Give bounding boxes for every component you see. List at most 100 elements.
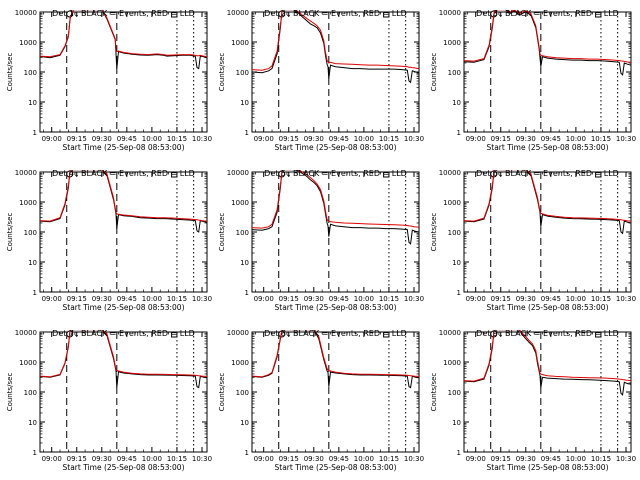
y-axis-title: Counts/sec — [430, 373, 438, 412]
y-tick-label: 1000 — [231, 359, 249, 367]
x-tick-label: 10:30 — [192, 455, 212, 463]
y-tick-label: 100 — [24, 229, 37, 237]
series-events-line — [40, 10, 207, 70]
y-tick-label: 1 — [33, 129, 37, 137]
y-tick-label: 100 — [24, 69, 37, 77]
x-tick-label: 09:15 — [491, 455, 511, 463]
y-axis-title: Counts/sec — [6, 53, 14, 92]
x-tick-label: 09:45 — [541, 135, 561, 143]
x-tick-label: 10:30 — [404, 295, 424, 303]
x-tick-label: 09:00 — [466, 135, 486, 143]
x-tick-label: 09:30 — [304, 295, 324, 303]
panel-det-7c: 1 10 100 1000 10000 09:00 09:15 09:30 09:45 10:00… — [6, 329, 212, 472]
series-events-line — [464, 170, 631, 235]
y-tick-label: 100 — [24, 389, 37, 397]
y-tick-label: 1 — [245, 449, 249, 457]
x-tick-label: 10:15 — [591, 135, 611, 143]
series-lld-line — [252, 10, 419, 71]
x-tick-label: 10:00 — [354, 135, 374, 143]
y-tick-label: 1000 — [19, 39, 37, 47]
x-tick-label: 10:00 — [566, 295, 586, 303]
y-tick-label: 10000 — [439, 9, 461, 17]
y-tick-label: 1000 — [231, 199, 249, 207]
x-tick-label: 09:45 — [117, 135, 137, 143]
x-tick-label: 10:15 — [591, 455, 611, 463]
series-lld-line — [464, 330, 631, 382]
y-tick-label: 1 — [457, 449, 461, 457]
series-lld-line — [252, 170, 419, 229]
panel-title: Det 4c BLACK = Events, RED = LLD — [52, 169, 195, 178]
y-axis-title: Counts/sec — [218, 373, 226, 412]
y-tick-label: 1000 — [231, 39, 249, 47]
y-tick-label: 10000 — [15, 169, 37, 177]
series-lld-line — [40, 170, 207, 222]
panel-title: Det 3c BLACK = Events, RED = LLD — [476, 9, 619, 18]
y-axis-title: Counts/sec — [430, 53, 438, 92]
x-tick-label: 09:00 — [42, 135, 62, 143]
y-tick-label: 10 — [452, 99, 461, 107]
panel-det-8c: 1 10 100 1000 10000 09:00 09:15 09:30 09:45 10:00… — [218, 329, 424, 472]
top-bracket-marker — [383, 332, 389, 338]
y-tick-label: 1 — [33, 289, 37, 297]
x-tick-label: 09:15 — [279, 135, 299, 143]
x-tick-label: 09:15 — [279, 455, 299, 463]
x-tick-label: 10:30 — [616, 295, 636, 303]
y-tick-label: 100 — [448, 389, 461, 397]
y-tick-label: 1000 — [443, 39, 461, 47]
x-tick-label: 10:15 — [379, 455, 399, 463]
panel-det-3c: 1 10 100 1000 10000 09:00 09:15 09:30 09:45 10:00… — [430, 9, 636, 152]
panel-det-6c: 1 10 100 1000 10000 09:00 09:15 09:30 09:45 10:00… — [430, 169, 636, 312]
y-tick-label: 10000 — [227, 9, 249, 17]
x-tick-label: 10:15 — [379, 135, 399, 143]
panel-title: Det 6c BLACK = Events, RED = LLD — [476, 169, 619, 178]
y-tick-label: 10000 — [15, 329, 37, 337]
x-tick-label: 10:15 — [167, 135, 187, 143]
y-tick-label: 100 — [236, 69, 249, 77]
x-tick-label: 09:00 — [42, 295, 62, 303]
x-tick-label: 09:30 — [304, 135, 324, 143]
y-tick-label: 1 — [33, 449, 37, 457]
x-tick-label: 10:00 — [142, 135, 162, 143]
panel-det-2c: 1 10 100 1000 10000 09:00 09:15 09:30 09:45 10:00… — [218, 9, 424, 152]
y-tick-label: 10000 — [227, 329, 249, 337]
panel-title: Det 5c BLACK = Events, RED = LLD — [264, 169, 407, 178]
y-tick-label: 100 — [448, 69, 461, 77]
y-tick-label: 1 — [457, 129, 461, 137]
x-tick-label: 09:45 — [117, 295, 137, 303]
y-tick-label: 1 — [245, 129, 249, 137]
series-lld-line — [40, 10, 207, 58]
top-bracket-marker — [383, 172, 389, 178]
panel-det-5c: 1 10 100 1000 10000 09:00 09:15 09:30 09:45 10:00… — [218, 169, 424, 312]
y-axis-title: Counts/sec — [6, 373, 14, 412]
x-axis-title: Start Time (25-Sep-08 08:53:00) — [63, 143, 185, 152]
panel-title: Det 1c BLACK = Events, RED = LLD — [52, 9, 195, 18]
x-tick-label: 09:00 — [466, 295, 486, 303]
series-events-line — [40, 330, 207, 389]
x-axis-title: Start Time (25-Sep-08 08:53:00) — [275, 303, 397, 312]
y-tick-label: 10000 — [439, 329, 461, 337]
x-tick-label: 09:00 — [254, 295, 274, 303]
x-tick-label: 09:45 — [117, 455, 137, 463]
top-bracket-marker — [171, 12, 177, 18]
x-tick-label: 10:00 — [566, 135, 586, 143]
x-tick-label: 09:15 — [67, 135, 87, 143]
series-events-line — [40, 170, 207, 233]
y-tick-label: 10 — [240, 419, 249, 427]
x-tick-label: 10:30 — [404, 135, 424, 143]
x-axis-title: Start Time (25-Sep-08 08:53:00) — [63, 303, 185, 312]
x-tick-label: 10:15 — [591, 295, 611, 303]
y-tick-label: 10 — [28, 259, 37, 267]
top-bracket-marker — [595, 332, 601, 338]
x-axis-title: Start Time (25-Sep-08 08:53:00) — [487, 143, 609, 152]
x-tick-label: 09:15 — [67, 455, 87, 463]
series-events-line — [252, 170, 419, 245]
x-tick-label: 09:45 — [329, 295, 349, 303]
y-tick-label: 1000 — [19, 359, 37, 367]
y-tick-label: 100 — [236, 389, 249, 397]
y-tick-label: 100 — [236, 229, 249, 237]
y-tick-label: 1000 — [443, 359, 461, 367]
x-tick-label: 10:00 — [142, 455, 162, 463]
x-tick-label: 09:00 — [254, 455, 274, 463]
x-tick-label: 09:30 — [92, 455, 112, 463]
x-tick-label: 10:30 — [404, 455, 424, 463]
